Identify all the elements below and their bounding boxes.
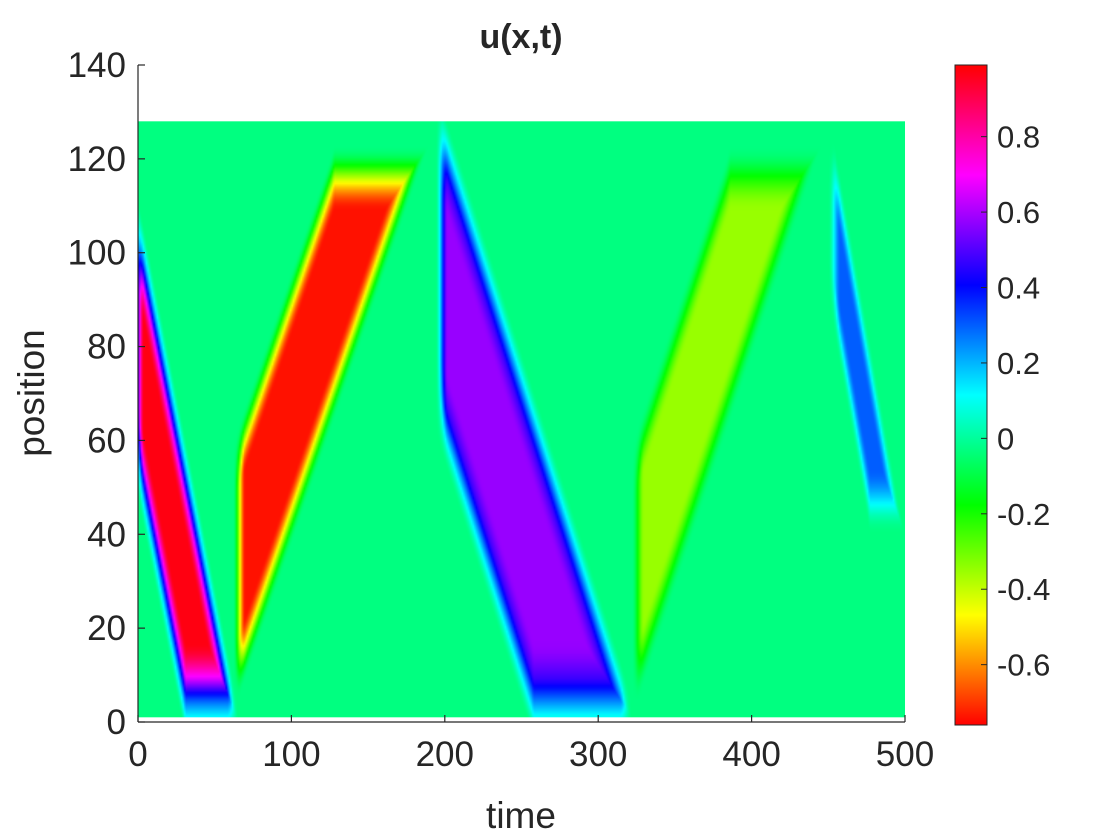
y-tick-label: 40 — [87, 515, 126, 554]
x-tick-label: 400 — [722, 735, 780, 774]
x-axis-ticks: 0 100 200 300 400 500 — [128, 715, 934, 774]
y-tick-label: 100 — [68, 234, 126, 273]
x-tick-label: 0 — [128, 735, 147, 774]
x-axis-label: time — [486, 795, 556, 836]
colorbar-tick-label: 0 — [997, 421, 1014, 456]
colorbar-tick-label: -0.4 — [997, 572, 1050, 607]
y-axis-label: position — [11, 329, 52, 457]
x-tick-label: 500 — [876, 735, 934, 774]
colorbar-tick-label: 0.8 — [997, 120, 1040, 155]
y-tick-label: 80 — [87, 328, 126, 367]
colorbar-tick-label: 0.4 — [997, 271, 1040, 306]
y-tick-label: 120 — [68, 140, 126, 179]
x-tick-label: 200 — [416, 735, 474, 774]
heatmap-plot-area — [137, 65, 905, 723]
colorbar-tick-label: -0.6 — [997, 648, 1050, 683]
chart-title: u(x,t) — [479, 18, 562, 56]
y-axis-ticks: 0 20 40 60 80 100 120 140 — [68, 46, 145, 742]
x-tick-label: 300 — [569, 735, 627, 774]
colorbar-tick-label: 0.2 — [997, 346, 1040, 381]
y-tick-label: 0 — [107, 703, 126, 742]
y-tick-label: 60 — [87, 421, 126, 460]
y-tick-label: 20 — [87, 609, 126, 648]
colorbar-ticks: 0.8 0.6 0.4 0.2 0 -0.2 -0.4 -0.6 — [981, 120, 1050, 683]
colorbar-tick-label: 0.6 — [997, 195, 1040, 230]
heatmap-image — [138, 121, 905, 718]
colorbar: 0.8 0.6 0.4 0.2 0 -0.2 -0.4 -0.6 — [954, 64, 1050, 726]
x-tick-label: 100 — [262, 735, 320, 774]
colorbar-gradient — [954, 64, 988, 726]
y-tick-label: 140 — [68, 46, 126, 85]
colorbar-tick-label: -0.2 — [997, 497, 1050, 532]
